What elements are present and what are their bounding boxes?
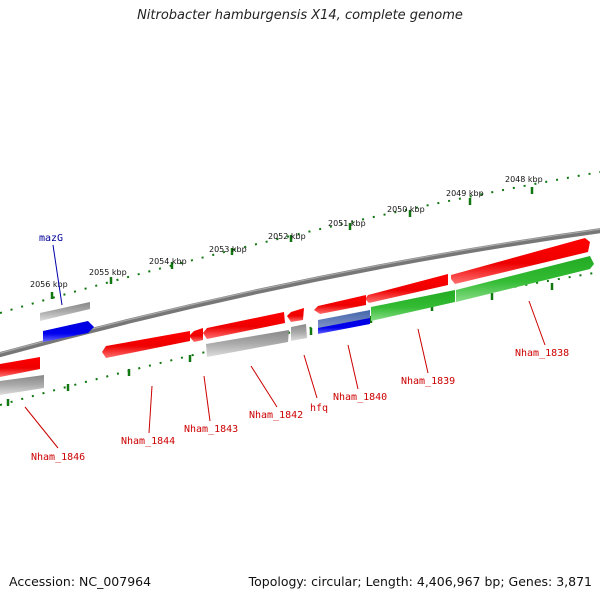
gene-label-Nham_1842[interactable]: Nham_1842 <box>249 410 303 421</box>
gene-labels: mazG Nham_1838 Nham_1839 Nham_1840 hfq N… <box>31 233 569 463</box>
tick-label-2054: 2054 kbp <box>149 257 187 266</box>
accession-text: Accession: NC_007964 <box>9 574 152 589</box>
gene-label-Nham_1840[interactable]: Nham_1840 <box>333 392 387 403</box>
features-bottom-strand <box>0 256 594 395</box>
major-ticks-bottom <box>6 283 554 406</box>
gene-label-mazG[interactable]: mazG <box>39 233 63 244</box>
gene-label-Nham_1846[interactable]: Nham_1846 <box>31 452 85 463</box>
connector-Nham_1842 <box>250 365 278 408</box>
connector-Nham_1840 <box>347 344 359 390</box>
connector-Nham_1844 <box>148 385 153 434</box>
gene-label-Nham_1844[interactable]: Nham_1844 <box>121 436 175 447</box>
feature-forward-1[interactable] <box>451 238 590 284</box>
feature-forward-2[interactable] <box>365 274 448 303</box>
feature-Nham_1840[interactable] <box>318 318 370 334</box>
feature-Nham_1839[interactable] <box>371 290 455 321</box>
tick-label-2053: 2053 kbp <box>209 245 247 254</box>
feature-forward-6[interactable] <box>189 328 203 342</box>
genome-summary-text: Topology: circular; Length: 4,406,967 bp… <box>248 574 592 589</box>
tick-label-2049: 2049 kbp <box>446 189 484 198</box>
feature-forward-7[interactable] <box>102 331 190 358</box>
tick-label-2056: 2056 kbp <box>30 280 68 289</box>
gene-label-hfq[interactable]: hfq <box>310 403 328 414</box>
label-connectors <box>24 244 546 449</box>
tick-label-2048: 2048 kbp <box>505 175 543 184</box>
tick-label-2051: 2051 kbp <box>328 219 366 228</box>
feature-forward-5[interactable] <box>203 312 285 339</box>
feature-forward-8[interactable] <box>0 357 40 377</box>
major-ticks-top <box>50 187 534 299</box>
gene-label-Nham_1839[interactable]: Nham_1839 <box>401 376 455 387</box>
connector-Nham_1839 <box>417 328 429 374</box>
gene-label-Nham_1843[interactable]: Nham_1843 <box>184 424 238 435</box>
map-title: Nitrobacter hamburgensis X14, complete g… <box>137 8 463 23</box>
feature-mazG-shadow <box>40 302 90 321</box>
tick-label-2050: 2050 kbp <box>387 205 425 214</box>
tick-label-2055: 2055 kbp <box>89 268 127 277</box>
connector-Nham_1838 <box>528 300 546 346</box>
feature-hfq[interactable] <box>291 324 307 341</box>
connector-Nham_1846 <box>24 406 59 449</box>
connector-Nham_1843 <box>203 375 211 422</box>
feature-forward-3[interactable] <box>314 295 366 314</box>
feature-Nham_1838[interactable] <box>456 256 594 302</box>
feature-forward-4[interactable] <box>287 308 304 322</box>
feature-Nham_1846[interactable] <box>0 375 44 395</box>
connector-hfq <box>303 354 318 399</box>
tick-label-2052: 2052 kbp <box>268 232 306 241</box>
features-top-strand <box>0 238 590 377</box>
feature-mazG[interactable] <box>43 321 94 342</box>
feature-Nham_1842[interactable] <box>206 330 289 357</box>
tick-labels: 2048 kbp 2049 kbp 2050 kbp 2051 kbp 2052… <box>30 175 543 289</box>
gene-label-Nham_1838[interactable]: Nham_1838 <box>515 348 569 359</box>
connector-mazG <box>52 244 63 306</box>
